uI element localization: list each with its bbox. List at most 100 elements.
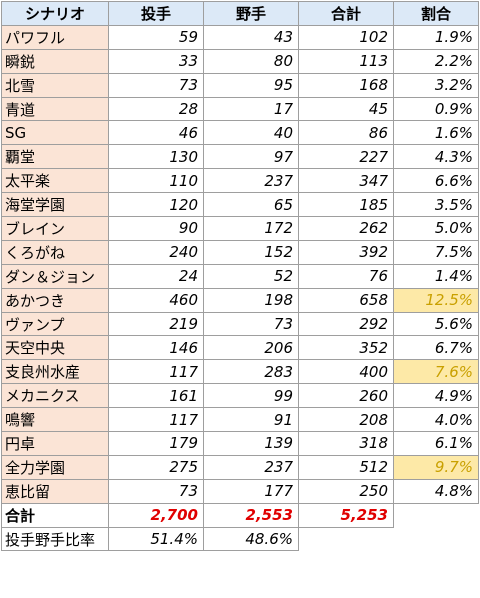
scenario-name: 瞬鋭 bbox=[1, 48, 109, 74]
scenario-name: 円卓 bbox=[1, 431, 109, 456]
fielder-count: 237 bbox=[203, 168, 299, 194]
table-row: 太平楽 110 237 347 6.6% bbox=[1, 168, 479, 194]
fielder-count: 152 bbox=[203, 239, 299, 265]
rate-value: 3.5% bbox=[393, 192, 479, 218]
scenario-name: 青道 bbox=[1, 96, 109, 122]
pitcher-count: 130 bbox=[108, 144, 204, 170]
rate-value: 6.6% bbox=[393, 168, 479, 194]
rate-value: 1.9% bbox=[393, 24, 479, 50]
total-count: 318 bbox=[298, 431, 394, 456]
pitcher-count: 33 bbox=[108, 48, 204, 74]
pitcher-count: 117 bbox=[108, 359, 204, 385]
total-count: 113 bbox=[298, 48, 394, 74]
total-pitcher: 2,700 bbox=[108, 502, 204, 528]
ratio-label: 投手野手比率 bbox=[1, 526, 109, 552]
scenario-name: 海堂学園 bbox=[1, 192, 109, 218]
rate-value: 1.6% bbox=[393, 120, 479, 146]
header-scenario: シナリオ bbox=[1, 1, 109, 26]
total-count: 292 bbox=[298, 311, 394, 337]
rate-value: 6.7% bbox=[393, 335, 479, 361]
pitcher-count: 120 bbox=[108, 192, 204, 218]
rate-value: 4.8% bbox=[393, 478, 479, 504]
total-count: 512 bbox=[298, 454, 394, 480]
pitcher-count: 460 bbox=[108, 287, 204, 313]
blank-cell bbox=[394, 503, 479, 527]
table-row: 海堂学園 120 65 185 3.5% bbox=[1, 192, 479, 218]
total-total: 5,253 bbox=[298, 502, 394, 528]
scenario-name: 天空中央 bbox=[1, 335, 109, 361]
total-fielder: 2,553 bbox=[203, 502, 299, 528]
rate-value: 5.6% bbox=[393, 311, 479, 337]
pitcher-count: 110 bbox=[108, 168, 204, 194]
table-row: 支良州水産 117 283 400 7.6% bbox=[1, 359, 479, 385]
total-count: 76 bbox=[298, 263, 394, 289]
total-count: 86 bbox=[298, 120, 394, 146]
scenario-name: SG bbox=[1, 120, 109, 146]
scenario-name: 鳴響 bbox=[1, 407, 109, 433]
total-count: 185 bbox=[298, 192, 394, 218]
pitcher-count: 275 bbox=[108, 454, 204, 480]
pitcher-count: 73 bbox=[108, 478, 204, 504]
ratio-row: 投手野手比率 51.4% 48.6% bbox=[1, 526, 479, 552]
fielder-count: 206 bbox=[203, 335, 299, 361]
total-count: 260 bbox=[298, 383, 394, 409]
rate-value: 4.0% bbox=[393, 407, 479, 433]
total-count: 262 bbox=[298, 216, 394, 241]
fielder-count: 80 bbox=[203, 48, 299, 74]
total-count: 658 bbox=[298, 287, 394, 313]
scenario-name: ヴァンプ bbox=[1, 311, 109, 337]
scenario-name: くろがね bbox=[1, 239, 109, 265]
pitcher-count: 28 bbox=[108, 96, 204, 122]
rate-value: 2.2% bbox=[393, 48, 479, 74]
fielder-count: 95 bbox=[203, 72, 299, 98]
ratio-fielder: 48.6% bbox=[203, 526, 299, 552]
table-row: ヴァンプ 219 73 292 5.6% bbox=[1, 311, 479, 337]
table-row: 青道 28 17 45 0.9% bbox=[1, 96, 479, 122]
pitcher-count: 59 bbox=[108, 24, 204, 50]
total-count: 347 bbox=[298, 168, 394, 194]
fielder-count: 97 bbox=[203, 144, 299, 170]
table-row: SG 46 40 86 1.6% bbox=[1, 120, 479, 146]
total-count: 352 bbox=[298, 335, 394, 361]
rate-value: 9.7% bbox=[393, 454, 479, 480]
table-row: 恵比留 73 177 250 4.8% bbox=[1, 478, 479, 504]
table-row: あかつき 460 198 658 12.5% bbox=[1, 287, 479, 313]
scenario-name: 太平楽 bbox=[1, 168, 109, 194]
fielder-count: 237 bbox=[203, 454, 299, 480]
table-row: 北雪 73 95 168 3.2% bbox=[1, 72, 479, 98]
fielder-count: 139 bbox=[203, 431, 299, 456]
scenario-name: 北雪 bbox=[1, 72, 109, 98]
fielder-count: 283 bbox=[203, 359, 299, 385]
fielder-count: 91 bbox=[203, 407, 299, 433]
rate-value: 12.5% bbox=[393, 287, 479, 313]
table-row: ブレイン 90 172 262 5.0% bbox=[1, 216, 479, 241]
table-row: 鳴響 117 91 208 4.0% bbox=[1, 407, 479, 433]
total-count: 45 bbox=[298, 96, 394, 122]
rate-value: 5.0% bbox=[393, 216, 479, 241]
table-row: パワフル 59 43 102 1.9% bbox=[1, 24, 479, 50]
fielder-count: 65 bbox=[203, 192, 299, 218]
table-row: 円卓 179 139 318 6.1% bbox=[1, 431, 479, 456]
pitcher-count: 161 bbox=[108, 383, 204, 409]
rate-value: 3.2% bbox=[393, 72, 479, 98]
total-row: 合計 2,700 2,553 5,253 bbox=[1, 502, 479, 528]
scenario-name: 支良州水産 bbox=[1, 359, 109, 385]
rate-value: 1.4% bbox=[393, 263, 479, 289]
total-label: 合計 bbox=[1, 502, 109, 528]
scenario-name: 全力学園 bbox=[1, 454, 109, 480]
fielder-count: 43 bbox=[203, 24, 299, 50]
pitcher-count: 146 bbox=[108, 335, 204, 361]
fielder-count: 73 bbox=[203, 311, 299, 337]
pitcher-count: 46 bbox=[108, 120, 204, 146]
pitcher-count: 240 bbox=[108, 239, 204, 265]
table-row: 全力学園 275 237 512 9.7% bbox=[1, 454, 479, 480]
scenario-name: 覇堂 bbox=[1, 144, 109, 170]
total-count: 102 bbox=[298, 24, 394, 50]
header-pitcher: 投手 bbox=[108, 1, 204, 26]
rate-value: 7.5% bbox=[393, 239, 479, 265]
fielder-count: 17 bbox=[203, 96, 299, 122]
fielder-count: 99 bbox=[203, 383, 299, 409]
rate-value: 4.9% bbox=[393, 383, 479, 409]
scenario-name: あかつき bbox=[1, 287, 109, 313]
header-rate: 割合 bbox=[393, 1, 479, 26]
